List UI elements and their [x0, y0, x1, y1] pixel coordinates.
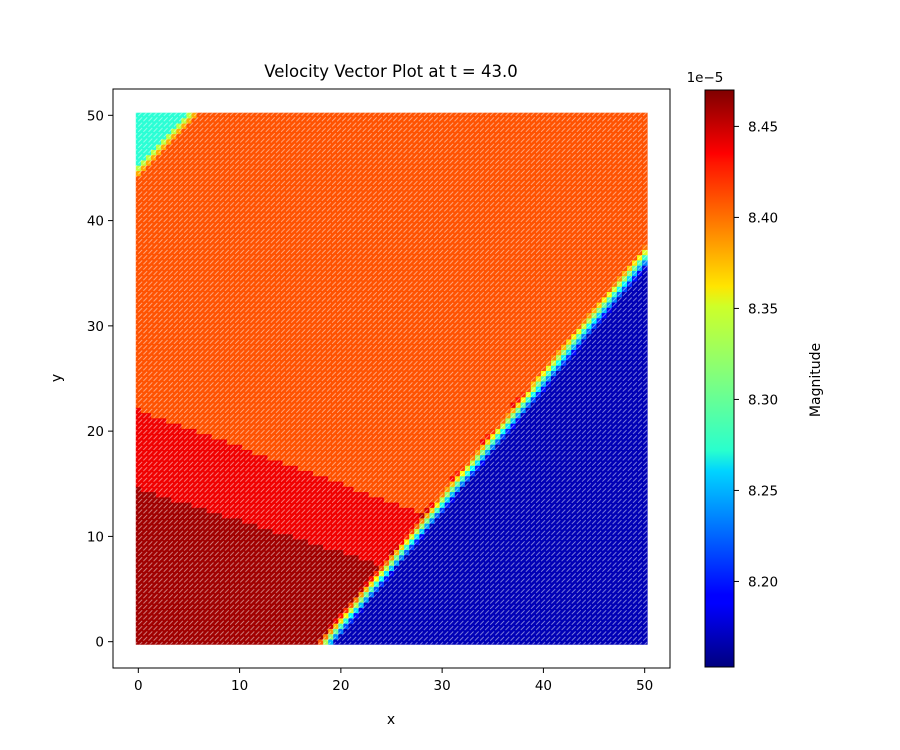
- vector-field: [135, 112, 648, 645]
- chart-title: Velocity Vector Plot at t = 43.0: [264, 62, 518, 81]
